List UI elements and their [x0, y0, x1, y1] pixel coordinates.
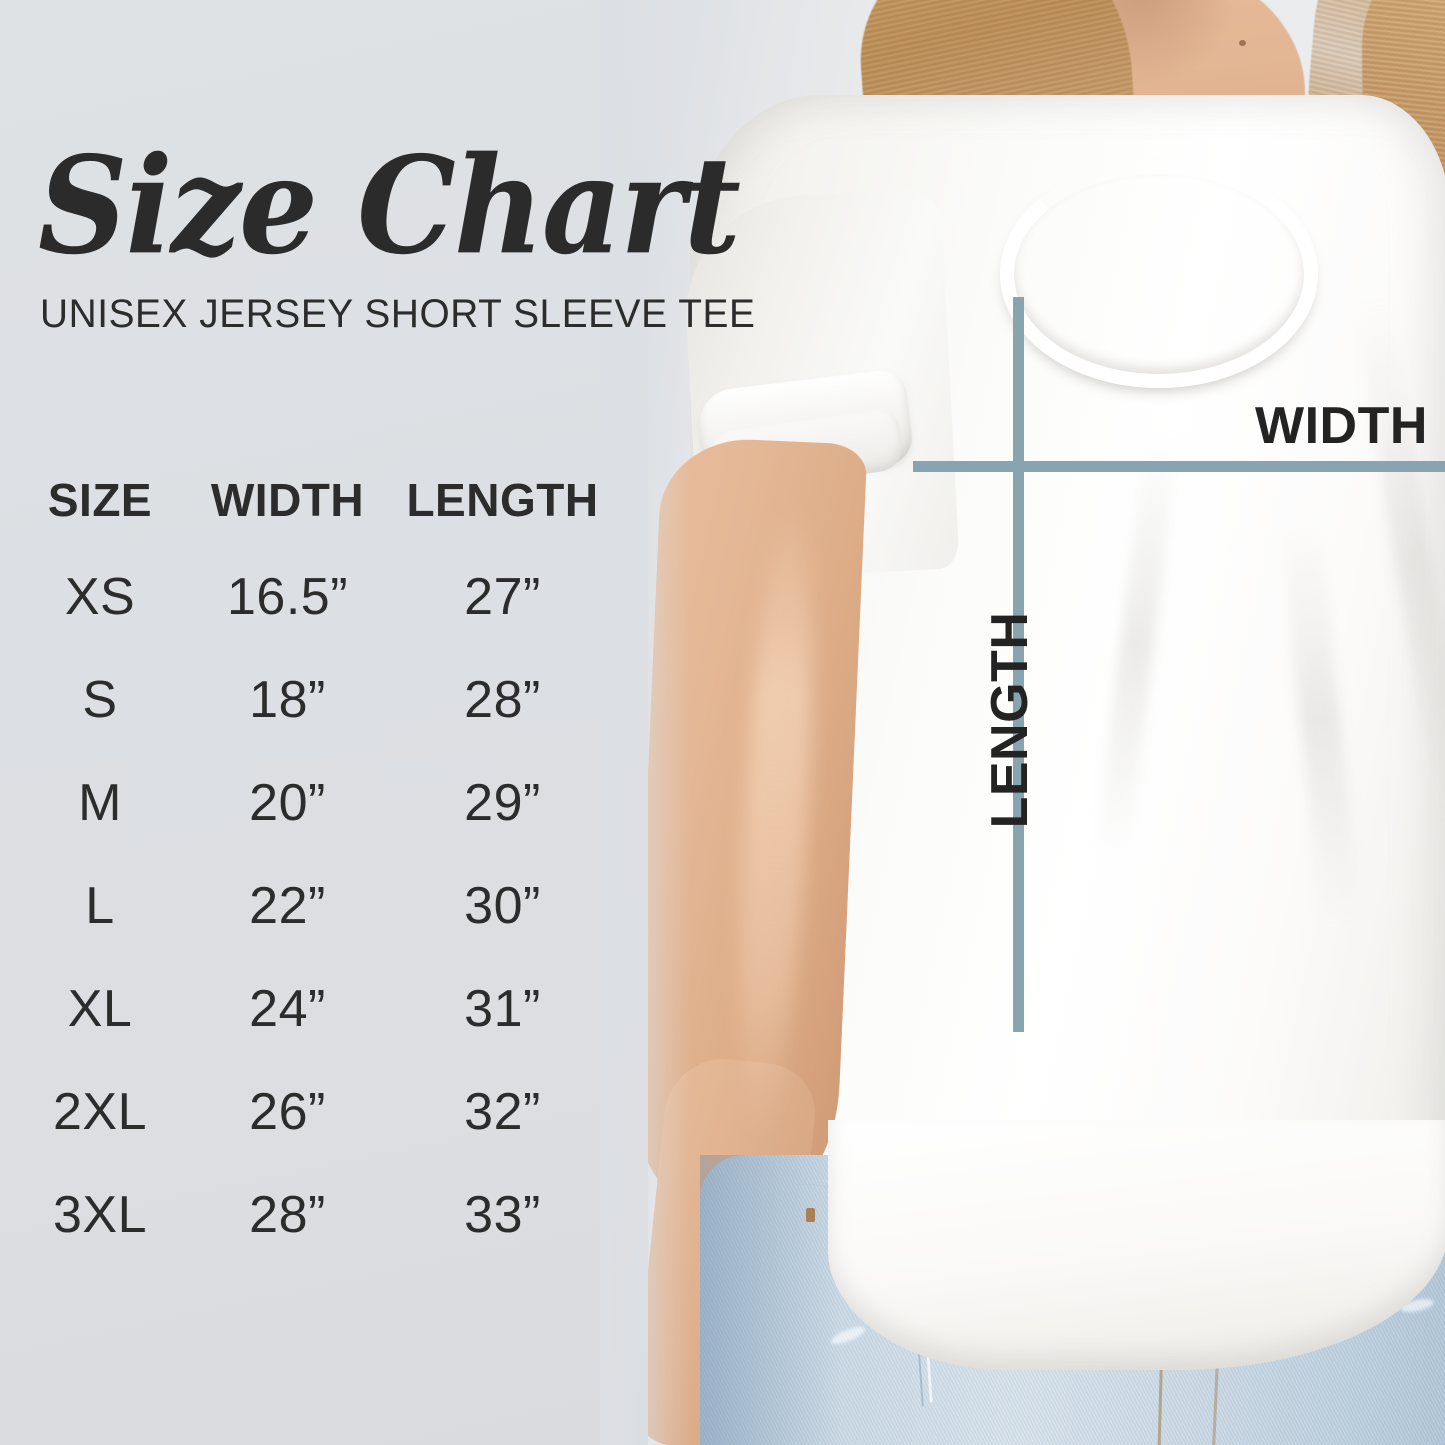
cell-size: XL	[67, 979, 133, 1038]
cell-size: XS	[64, 567, 136, 626]
column-header-width: WIDTH	[210, 474, 365, 526]
cell-length: 32”	[464, 1082, 541, 1141]
table-row: XS 16.5” 27”	[20, 545, 640, 648]
cell-size: 3XL	[52, 1185, 148, 1244]
table-row: 2XL 26” 32”	[20, 1060, 640, 1163]
cell-size: 2XL	[52, 1082, 148, 1141]
cell-width: 28”	[249, 1185, 326, 1244]
cell-length: 29”	[464, 773, 541, 832]
crew-neckline	[1000, 160, 1318, 388]
cell-length: 28”	[464, 670, 541, 729]
denim-shadow	[700, 1155, 840, 1445]
cell-size: L	[85, 876, 115, 935]
cell-width: 16.5”	[226, 567, 349, 626]
cell-size: S	[82, 670, 118, 729]
denim-rivet	[806, 1208, 815, 1222]
column-header-length: LENGTH	[406, 474, 599, 526]
width-label: WIDTH	[1255, 397, 1428, 455]
panel-edge-feather	[600, 0, 690, 1445]
table-row: XL 24” 31”	[20, 957, 640, 1060]
length-guide-line	[1013, 297, 1024, 1032]
table-row: 3XL 28” 33”	[20, 1163, 640, 1266]
info-panel	[0, 0, 648, 1445]
cell-width: 20”	[249, 773, 326, 832]
table-header-row: SIZE WIDTH LENGTH	[20, 455, 640, 545]
table-row: S 18” 28”	[20, 648, 640, 751]
cell-length: 27”	[464, 567, 541, 626]
table-row: L 22” 30”	[20, 854, 640, 957]
cell-length: 30”	[464, 876, 541, 935]
length-label: LENGTH	[981, 611, 1039, 829]
width-guide-line	[913, 461, 1445, 472]
cell-width: 24”	[249, 979, 326, 1038]
cell-length: 31”	[464, 979, 541, 1038]
skin-mole	[1239, 40, 1246, 46]
cell-width: 18”	[249, 670, 326, 729]
cell-width: 22”	[249, 876, 326, 935]
column-header-size: SIZE	[47, 474, 153, 526]
page-subtitle: UNISEX JERSEY SHORT SLEEVE TEE	[40, 292, 756, 336]
table-row: M 20” 29”	[20, 751, 640, 854]
size-table: SIZE WIDTH LENGTH XS 16.5” 27” S 18” 28”…	[20, 455, 640, 1266]
tee-hem-over-jeans	[828, 1120, 1445, 1370]
cell-length: 33”	[464, 1185, 541, 1244]
cell-width: 26”	[249, 1082, 326, 1141]
cell-size: M	[78, 773, 122, 832]
page-title: Size Chart	[38, 128, 741, 285]
